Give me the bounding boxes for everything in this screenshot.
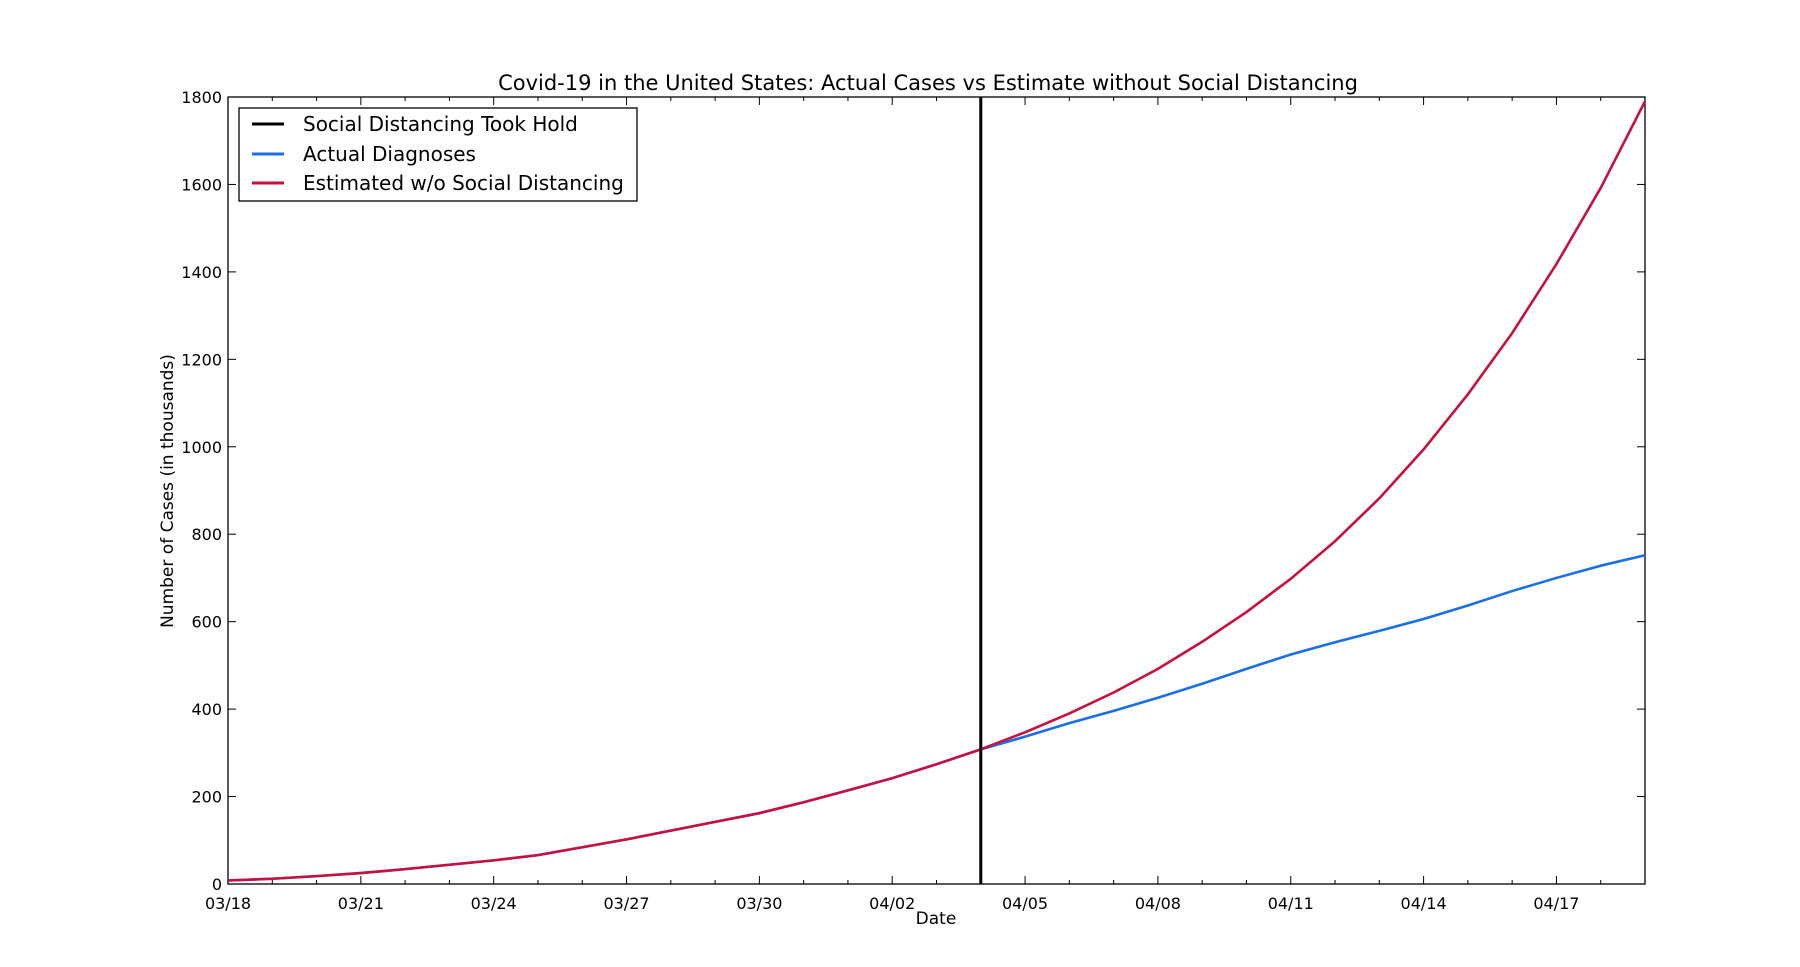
- x-tick-label: 03/24: [471, 894, 517, 913]
- x-tick-label: 03/21: [338, 894, 384, 913]
- x-tick-label: 03/30: [736, 894, 782, 913]
- legend-label-vline: Social Distancing Took Hold: [303, 112, 578, 136]
- legend: Social Distancing Took Hold Actual Diagn…: [238, 107, 638, 202]
- x-tick-label: 03/27: [603, 894, 649, 913]
- y-tick-label: 0: [212, 875, 222, 894]
- y-tick-label: 400: [191, 700, 222, 719]
- y-tick-label: 200: [191, 788, 222, 807]
- y-tick-label: 1600: [181, 175, 222, 194]
- y-tick-label: 600: [191, 613, 222, 632]
- legend-label-actual: Actual Diagnoses: [303, 142, 476, 166]
- legend-label-estimated: Estimated w/o Social Distancing: [303, 171, 624, 195]
- y-tick-label: 1000: [181, 438, 222, 457]
- x-tick-label: 03/18: [205, 894, 251, 913]
- chart-title: Covid-19 in the United States: Actual Ca…: [498, 71, 1358, 95]
- axis-ticks: 03/18 03/21 03/24 03/27 03/30 04/02 04/05 04/08…: [181, 88, 1646, 913]
- x-tick-label: 04/05: [1002, 894, 1048, 913]
- y-tick-label: 800: [191, 525, 222, 544]
- x-tick-label: 04/11: [1268, 894, 1314, 913]
- y-axis-label: Number of Cases (in thousands): [158, 354, 178, 628]
- x-tick-label: 04/14: [1401, 894, 1447, 913]
- series-lines: [227, 97, 1647, 884]
- series-line-estimated: [227, 100, 1647, 882]
- y-tick-label: 1400: [181, 263, 222, 282]
- plot-area: [227, 96, 1646, 885]
- x-axis-label: Date: [916, 909, 957, 929]
- x-tick-label: 04/08: [1135, 894, 1181, 913]
- legend-box: [238, 107, 638, 202]
- y-tick-label: 1800: [181, 88, 222, 107]
- x-tick-label: 04/02: [869, 894, 915, 913]
- x-tick-label: 04/17: [1533, 894, 1579, 913]
- y-tick-label: 1200: [181, 350, 222, 369]
